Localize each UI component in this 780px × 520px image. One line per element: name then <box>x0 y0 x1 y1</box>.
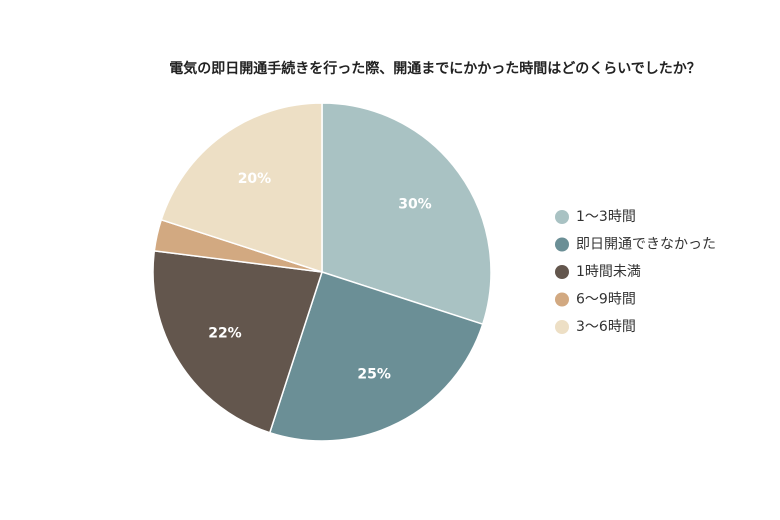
pie-slice <box>152 249 323 434</box>
legend-label: 6〜9時間 <box>576 292 636 308</box>
legend-marker <box>555 320 569 334</box>
legend-marker <box>555 237 569 252</box>
chart-title: 電気の即日開通手続きを行った際、開通までにかかった時間はどのくらいでしたか？ <box>169 60 701 77</box>
legend-label: 1時間未満 <box>576 264 641 280</box>
data-label: 30% <box>398 196 432 212</box>
pie-slice <box>321 102 492 326</box>
legend-label: 1〜3時間 <box>576 209 636 225</box>
data-label: 22% <box>208 326 242 342</box>
legend-marker <box>555 265 569 279</box>
pie-slice <box>160 102 323 274</box>
legend-label: 即日開通できなかった <box>576 237 716 253</box>
legend-marker <box>555 210 569 224</box>
legend-label: 3〜6時間 <box>576 319 636 335</box>
data-label: 20% <box>238 171 272 187</box>
pie-slice <box>268 271 484 442</box>
data-label: 25% <box>357 366 391 382</box>
legend-marker <box>555 292 569 307</box>
